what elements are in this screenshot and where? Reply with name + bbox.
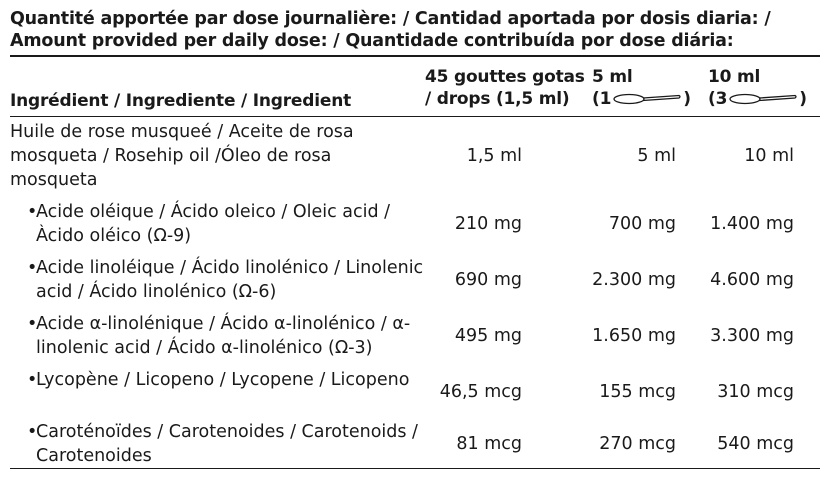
value-5ml: 155 mcg — [599, 382, 676, 402]
bullet: • — [27, 370, 38, 390]
value-10ml: 310 mcg — [717, 382, 794, 402]
value-5ml: 1.650 mg — [592, 326, 676, 346]
header-5ml-line1: 5 ml — [592, 67, 633, 87]
ingredient-name: Acide linoléique / Ácido linolénico / Li… — [36, 258, 424, 302]
ingredient-name: Acide oléique / Ácido oleico / Oleic aci… — [36, 202, 391, 246]
header-ingredient: Ingrédient / Ingrediente / Ingredient — [10, 91, 352, 111]
header-drops: 45 gouttes gotas / drops (1,5 ml) — [425, 66, 585, 110]
value-drops: 690 mg — [454, 270, 522, 290]
table-row: • Acide linoléique / Ácido linolénico / … — [10, 256, 820, 304]
header-5ml: 5 ml (1) — [592, 66, 697, 110]
top-rule — [10, 55, 820, 57]
header-10ml-open: (3 — [708, 89, 728, 109]
table-row: • Caroténoïdes / Carotenoides / Caroteno… — [10, 420, 820, 468]
value-5ml: 270 mcg — [599, 434, 676, 454]
header-10ml-line1: 10 ml — [708, 67, 761, 87]
bullet: • — [27, 314, 38, 334]
value-5ml: 700 mg — [608, 214, 676, 234]
value-10ml: 540 mcg — [717, 434, 794, 454]
value-drops: 46,5 mcg — [439, 382, 522, 402]
bullet: • — [27, 258, 38, 278]
value-drops: 1,5 ml — [466, 146, 522, 166]
table-title: Quantité apportée par dose journalière: … — [10, 9, 771, 51]
header-5ml-open: (1 — [592, 89, 612, 109]
ingredient-name: Lycopène / Licopeno / Lycopene / Licopen… — [36, 370, 410, 390]
header-rule — [10, 116, 820, 118]
value-10ml: 1.400 mg — [710, 214, 794, 234]
header-drops-line1: 45 gouttes gotas — [425, 67, 585, 87]
value-10ml: 4.600 mg — [710, 270, 794, 290]
header-10ml-line2: (3) — [708, 88, 820, 110]
spoon-icon — [613, 93, 681, 105]
spoon-icon — [729, 93, 797, 105]
ingredient-name: Caroténoïdes / Carotenoides / Carotenoid… — [36, 422, 418, 466]
value-5ml: 5 ml — [637, 146, 676, 166]
table-row: Huile de rose musqueé / Aceite de rosa m… — [10, 120, 820, 192]
ingredient-name: Acide α-linolénique / Ácido α-linolénico… — [36, 314, 411, 358]
header-5ml-close: ) — [683, 89, 691, 109]
value-5ml: 2.300 mg — [592, 270, 676, 290]
value-drops: 210 mg — [454, 214, 522, 234]
value-10ml: 3.300 mg — [710, 326, 794, 346]
bullet: • — [27, 422, 38, 442]
header-drops-line2: / drops (1,5 ml) — [425, 89, 570, 109]
header-10ml: 10 ml (3) — [708, 66, 820, 110]
bottom-rule — [10, 468, 820, 470]
table-row: • Lycopène / Licopeno / Lycopene / Licop… — [10, 368, 820, 416]
table-row: • Acide oléique / Ácido oleico / Oleic a… — [10, 200, 820, 248]
value-10ml: 10 ml — [744, 146, 794, 166]
table-row: • Acide α-linolénique / Ácido α-linoléni… — [10, 312, 820, 360]
value-drops: 495 mg — [454, 326, 522, 346]
header-10ml-close: ) — [799, 89, 807, 109]
bullet: • — [27, 202, 38, 222]
ingredient-name: Huile de rose musqueé / Aceite de rosa m… — [10, 122, 354, 190]
value-drops: 81 mcg — [456, 434, 522, 454]
header-5ml-line2: (1) — [592, 88, 697, 110]
